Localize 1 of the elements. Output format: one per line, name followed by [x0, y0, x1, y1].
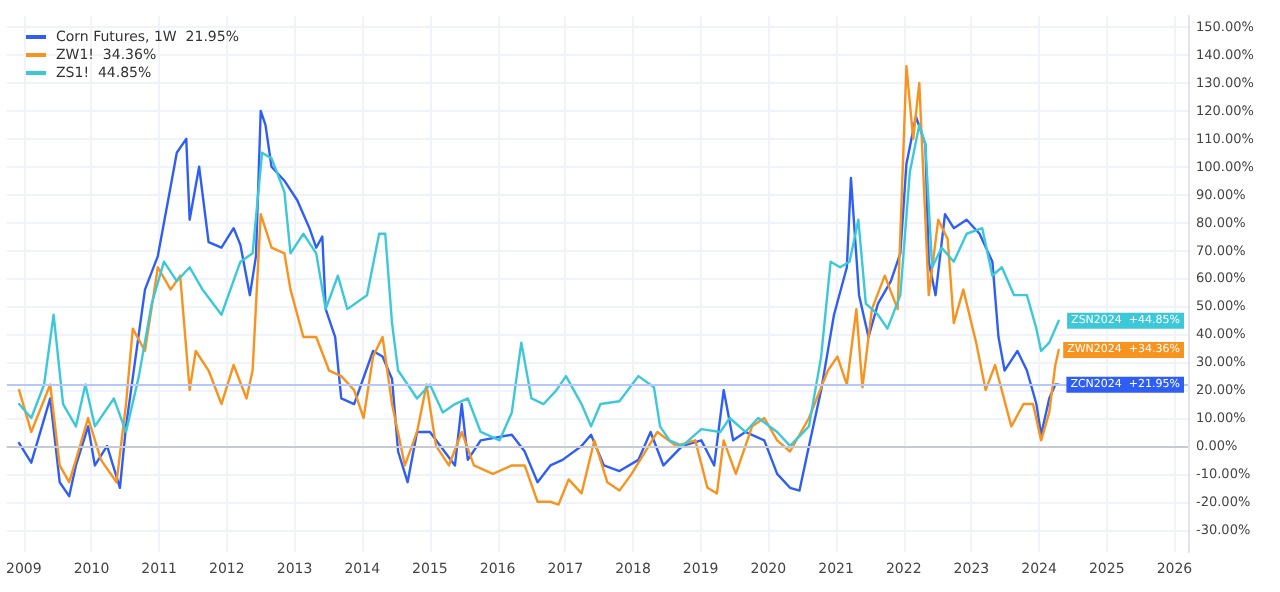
line-series: [17, 123, 1060, 448]
